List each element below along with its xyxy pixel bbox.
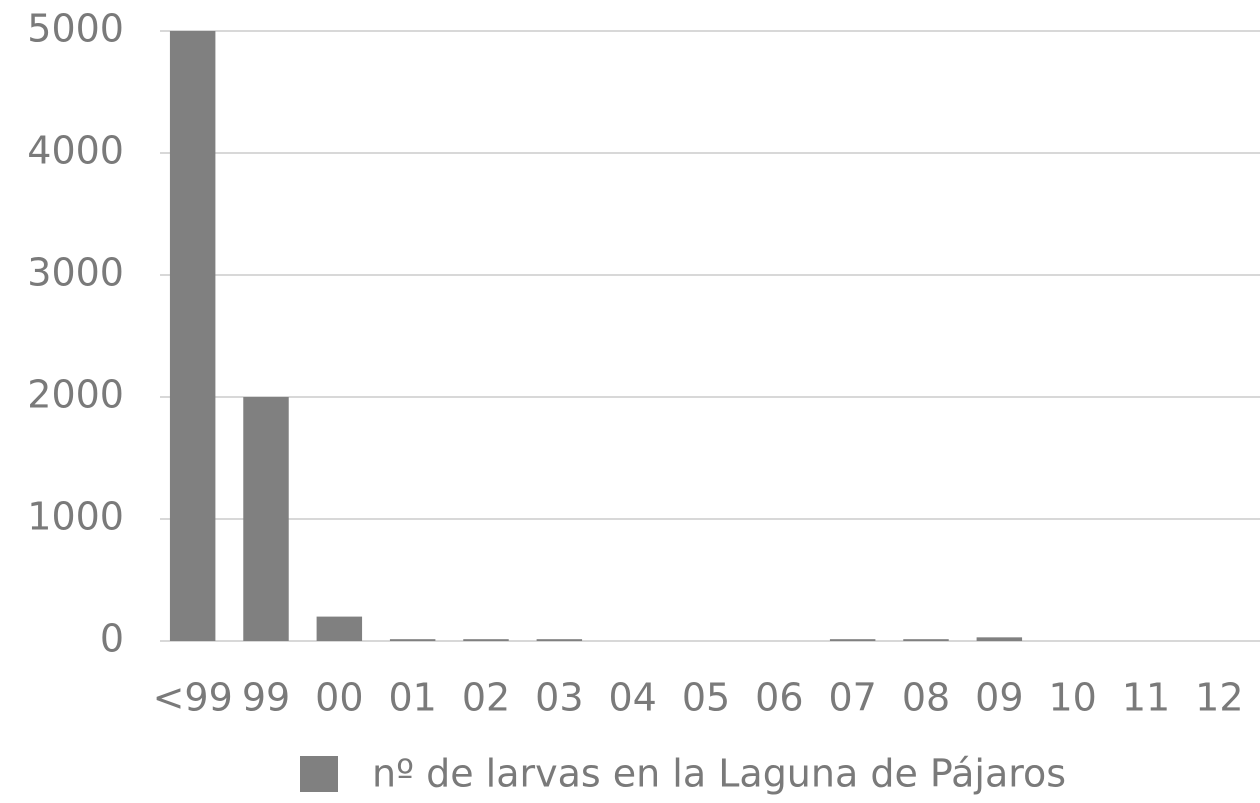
x-tick-label: 02 [462, 676, 510, 720]
y-tick-label: 4000 [27, 129, 124, 173]
x-tick-label: 10 [1048, 676, 1096, 720]
x-tick-label: 00 [315, 676, 363, 720]
x-tick-label: 06 [755, 676, 803, 720]
y-tick-label: 1000 [27, 495, 124, 539]
bar [903, 639, 949, 641]
x-tick-label: 07 [828, 676, 876, 720]
bar [536, 639, 583, 641]
x-tick-label: 04 [608, 676, 656, 720]
bar [976, 637, 1023, 641]
x-tick-label: 03 [535, 676, 583, 720]
x-tick-label: 05 [682, 676, 730, 720]
x-tick-label: 01 [388, 676, 436, 720]
y-tick-label: 3000 [27, 251, 124, 295]
x-tick-label: <99 [153, 676, 233, 720]
x-tick-label: 09 [975, 676, 1023, 720]
bar [316, 616, 363, 641]
x-tick-label: 08 [902, 676, 950, 720]
bar [169, 31, 216, 641]
x-tick-label: 99 [242, 676, 290, 720]
y-tick-label: 0 [100, 617, 124, 661]
legend-swatch [300, 756, 338, 792]
y-tick-label: 2000 [27, 373, 124, 417]
legend-label: nº de larvas en la Laguna de Pájaros [372, 752, 1066, 796]
bar [243, 397, 289, 641]
bar [463, 639, 509, 641]
x-tick-label: 11 [1122, 676, 1170, 720]
x-tick-label: 12 [1195, 676, 1243, 720]
y-tick-label: 5000 [27, 7, 124, 51]
bar [389, 639, 436, 641]
bar [829, 639, 876, 641]
